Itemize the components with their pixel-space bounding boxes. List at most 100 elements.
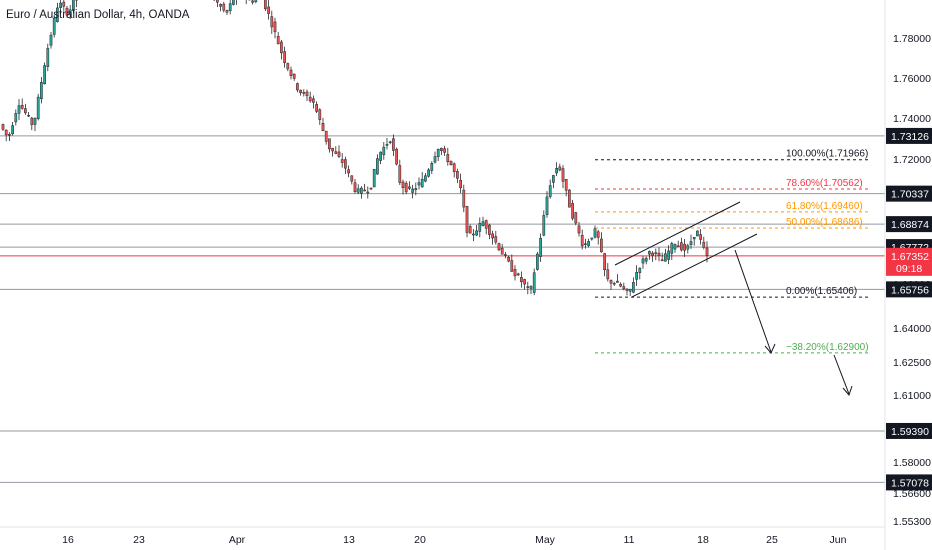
bearish-candle-body [468, 226, 472, 234]
bearish-candle-body [622, 286, 626, 290]
candle [680, 237, 683, 252]
fib-level-label: 0.00%(1.65406) [786, 286, 857, 297]
level-price-value: 1.73126 [891, 131, 929, 143]
candle [75, 0, 78, 8]
candle [622, 282, 626, 291]
bearish-candle-body [340, 159, 344, 163]
candle [267, 0, 270, 20]
bullish-candle-body [17, 105, 21, 114]
bearish-candle-body [676, 245, 680, 248]
bearish-candle-body [564, 179, 568, 191]
candle [504, 251, 507, 259]
bullish-candle-body [673, 244, 677, 250]
bullish-candle-body [644, 257, 648, 262]
candle [571, 199, 574, 221]
candle [52, 15, 56, 38]
level-price-value: 1.68874 [891, 219, 929, 231]
candle [667, 245, 670, 265]
price-tick-label: 1.64000 [893, 323, 931, 335]
bullish-candle-body [427, 169, 430, 177]
candle [465, 205, 469, 238]
fibonacci-retracement[interactable]: 100.00%(1.71966) 78.60%(1.70562) 61.80%(1.… [595, 149, 869, 354]
bearish-candle-body [494, 236, 498, 243]
bearish-candle-body [408, 186, 411, 189]
candle [532, 268, 536, 296]
candle [481, 216, 485, 227]
candle [491, 230, 494, 245]
bullish-candle-body [526, 286, 530, 288]
candle [644, 256, 648, 265]
candle [654, 248, 658, 261]
bullish-candle-body [43, 65, 46, 85]
bearish-candle-body [296, 83, 299, 91]
candle [593, 225, 597, 239]
candle [552, 174, 555, 189]
bearish-candle-body [251, 0, 254, 3]
candle [302, 89, 306, 97]
time-axis[interactable]: 16 23 Apr 13 20 May 11 18 25 Jun [62, 534, 846, 546]
fib-level-label: 100.00%(1.71966) [786, 149, 868, 160]
candle [30, 116, 34, 131]
candle [513, 265, 517, 281]
bullish-candle-body [635, 272, 638, 280]
bearish-candle-body [484, 220, 488, 229]
candle [635, 265, 638, 286]
candle [542, 210, 546, 237]
current-price-value: 1.67352 [891, 251, 929, 263]
candle [683, 238, 686, 257]
current-price-tag [886, 247, 932, 276]
price-tick-label: 1.56600 [893, 488, 931, 500]
candle [664, 248, 667, 262]
bullish-candle-body [59, 2, 62, 8]
bearish-candle-body [660, 259, 664, 262]
price-tick-label: 1.58000 [893, 457, 931, 469]
bullish-candle-body [68, 9, 72, 15]
bullish-candle-body [664, 253, 667, 262]
candle [56, 2, 59, 23]
bullish-candle-body [632, 282, 635, 293]
bullish-candle-body [56, 7, 59, 22]
candle [216, 0, 219, 8]
fib-level-label: 50.00%(1.68686) [786, 217, 863, 228]
bearish-candle-body [680, 242, 683, 251]
candle [692, 237, 696, 246]
bearish-candle-body [65, 7, 69, 16]
bearish-candle-body [462, 189, 466, 208]
bearish-candle-body [443, 148, 446, 153]
time-tick-label: Jun [830, 534, 847, 546]
bullish-candle-body [228, 3, 232, 11]
level-price-labels: 1.731261.703371.688741.677721.657561.593… [886, 127, 932, 491]
bearish-candle-body [222, 3, 226, 11]
bearish-candle-body [600, 238, 603, 253]
bullish-candle-body [436, 148, 440, 158]
candle [606, 263, 610, 282]
candle [555, 162, 558, 177]
bearish-candle-body [497, 243, 501, 251]
candle [417, 177, 421, 190]
candle [273, 17, 277, 39]
candle [286, 62, 290, 72]
bearish-candle-body [513, 269, 517, 277]
candle [236, 0, 238, 5]
bullish-candle-body [545, 196, 549, 215]
bearish-candle-body [312, 98, 315, 103]
bearish-candle-body [292, 73, 296, 79]
bearish-candle-body [347, 169, 350, 174]
level-price-tag [886, 422, 932, 439]
candle [36, 93, 40, 121]
candles [1, 0, 709, 296]
bullish-candle-body [372, 168, 376, 188]
candle [443, 145, 446, 156]
bearish-candle-body [334, 151, 338, 154]
price-tick-label: 1.74000 [893, 113, 931, 125]
candle [14, 109, 18, 126]
projection-arrow-head [764, 343, 776, 354]
trend-channel-drawings[interactable] [614, 201, 853, 396]
candle [315, 101, 318, 113]
bullish-candle-body [641, 258, 645, 264]
time-tick-label: Apr [229, 534, 246, 546]
bearish-candle-body [308, 96, 312, 102]
bearish-candle-body [324, 130, 328, 142]
bullish-candle-body [382, 146, 386, 156]
